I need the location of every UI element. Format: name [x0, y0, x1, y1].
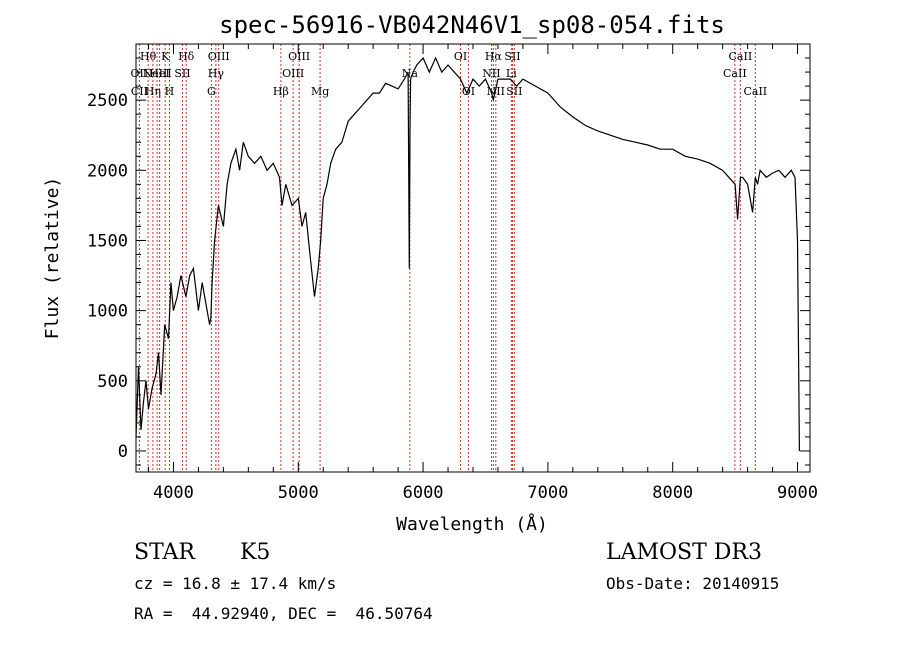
spectral-line-label: NII	[487, 85, 505, 98]
spectral-line-label: Hγ	[208, 67, 225, 80]
y-tick-label: 0	[118, 442, 128, 462]
y-tick-label: 1000	[87, 302, 128, 322]
spectral-line-label: Mg	[311, 85, 329, 98]
chart-title: spec-56916-VB042N46V1_sp08-054.fits	[219, 11, 725, 39]
spectral-line-label: CaII	[743, 85, 767, 98]
obs-date: Obs-Date: 20140915	[606, 574, 779, 593]
spectral-line-label: Hθ	[140, 50, 157, 63]
spectral-line-label: SII	[504, 50, 520, 63]
spectral-line-label: H	[165, 85, 175, 98]
x-tick-label: 9000	[777, 483, 818, 503]
y-axis-ticks: 0 500 1000 1500 2000 2500	[87, 57, 810, 466]
spectral-line-label: OIII	[208, 50, 230, 63]
spectral-line-label: SII	[506, 85, 522, 98]
spectral-line-label: HeI	[149, 67, 169, 80]
spectral-line-label: G	[207, 85, 216, 98]
spectral-line-label: OIII	[288, 50, 310, 63]
x-tick-label: 7000	[527, 483, 568, 503]
spectral-line-label: NeIII	[143, 67, 172, 80]
spectral-line-label: CaII	[729, 50, 753, 63]
object-subclass: K5	[240, 540, 270, 565]
spectral-line-label: OI	[454, 50, 467, 63]
x-axis-label: Wavelength (Å)	[396, 513, 548, 535]
y-tick-label: 2500	[87, 91, 128, 111]
spectral-line-label: Hη	[145, 85, 161, 98]
spectral-line-label: Li	[506, 67, 517, 80]
x-tick-label: 6000	[403, 483, 444, 503]
survey-name: LAMOST DR3	[606, 540, 762, 565]
spectral-line-label: OII	[131, 67, 149, 80]
redshift-value: cz = 16.8 ± 17.4 km/s	[134, 574, 336, 593]
spectral-line-label: K	[161, 50, 170, 63]
spectrum-line	[135, 56, 801, 452]
coordinates: RA = 44.92940, DEC = 46.50764	[134, 604, 433, 623]
spectral-line-label: Na	[402, 67, 419, 80]
spectral-line-label: Hβ	[273, 85, 289, 98]
line-markers	[138, 44, 756, 472]
y-axis-label: Flux (relative)	[42, 177, 63, 340]
x-axis-ticks: 4000 5000 6000 7000 8000 9000	[147, 44, 818, 503]
spectral-line-label: CaII	[723, 67, 747, 80]
spectral-line-label: Hδ	[178, 50, 195, 63]
spectral-line-label: CII	[131, 85, 148, 98]
x-tick-label: 4000	[153, 483, 194, 503]
spectral-line-label: NII	[482, 67, 500, 80]
plot-frame	[135, 43, 811, 473]
object-class: STAR	[134, 540, 196, 565]
spectral-line-label: SII	[174, 67, 190, 80]
y-tick-label: 1500	[87, 231, 128, 251]
x-tick-label: 8000	[652, 483, 693, 503]
y-tick-label: 500	[97, 372, 128, 392]
spectral-line-label: Hα	[485, 50, 503, 63]
spectral-line-label: OIII	[282, 67, 304, 80]
x-tick-label: 5000	[278, 483, 319, 503]
y-tick-label: 2000	[87, 161, 128, 181]
